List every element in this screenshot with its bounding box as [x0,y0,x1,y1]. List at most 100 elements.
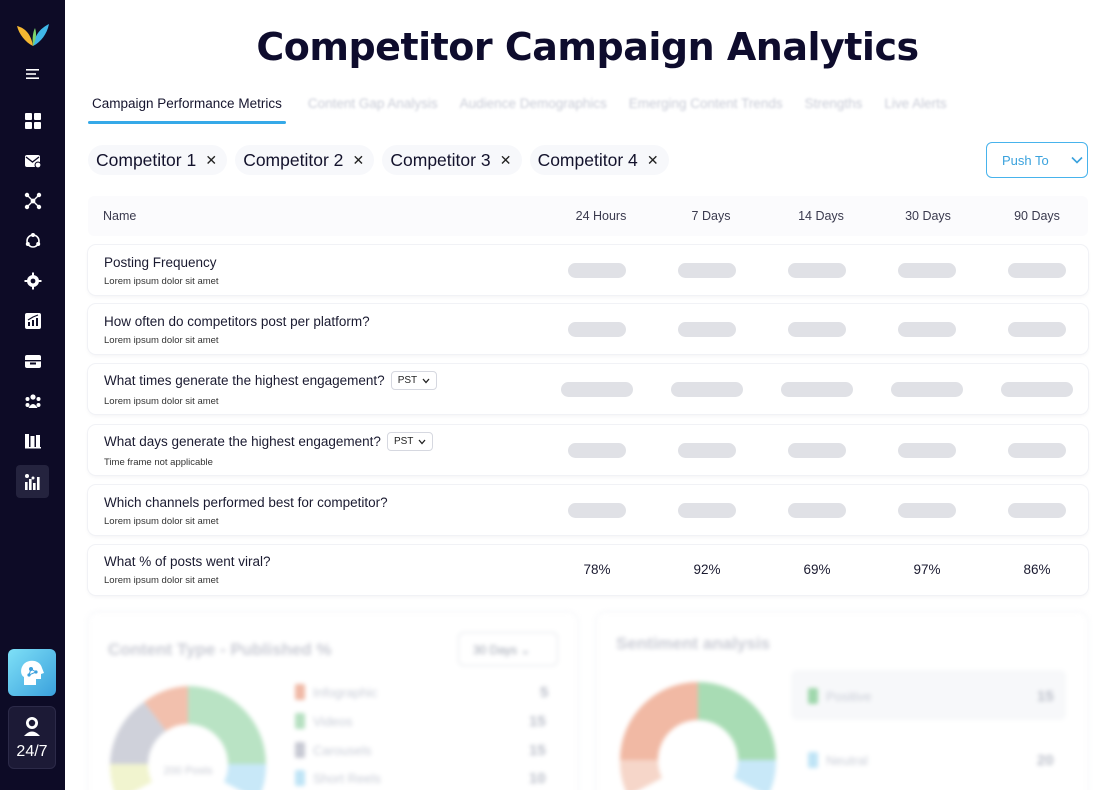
analytics-icon[interactable] [16,304,49,337]
table-row[interactable]: What days generate the highest engagemen… [88,425,1088,475]
page-title: Competitor Campaign Analytics [256,25,919,69]
row-subtitle: Lorem ipsum dolor sit amet [104,276,219,287]
ai-assistant-button[interactable] [8,649,56,696]
competitor-chip: Competitor 1 ✕ [88,145,228,175]
loading-placeholder [1008,322,1066,337]
archive-icon[interactable] [16,344,49,377]
row-title-text: How often do competitors post per platfo… [104,314,370,329]
support-button[interactable]: 24/7 [8,706,56,769]
close-icon[interactable]: ✕ [646,151,659,168]
row-title: What % of posts went viral? [104,554,271,569]
close-icon[interactable]: ✕ [352,151,365,168]
legend-label: Positive [826,688,872,704]
viral-percent-7-days: 92% [693,562,721,577]
tab-content-gap-analysis[interactable]: Content Gap Analysis [307,96,438,111]
loading-placeholder [788,322,846,337]
competitor-chip: Competitor 3 ✕ [382,145,522,175]
row-title: Which channels performed best for compet… [104,495,388,510]
legend-value: 15 [1037,688,1054,705]
legend-label: Videos [313,713,353,729]
content-type-panel: Content Type - Published % 30 Days ⌄ 200… [88,612,578,790]
legend-item: Short Reels [295,770,381,786]
table-row[interactable]: What % of posts went viral? Lorem ipsum … [88,545,1088,595]
team-icon[interactable] [16,384,49,417]
row-title-text: What times generate the highest engageme… [104,373,385,388]
legend-item: Carousels [295,742,372,758]
network-icon[interactable] [16,184,49,217]
loading-placeholder [898,503,956,518]
tab-emerging-content-trends[interactable]: Emerging Content Trends [628,96,783,111]
row-subtitle: Time frame not applicable [104,457,213,468]
row-title-text: What days generate the highest engagemen… [104,434,381,449]
loading-placeholder [898,263,956,278]
donut-center-label: 200 Posts [164,765,213,777]
legend-label: Neutral [826,752,868,768]
legend-value: 15 [529,713,546,730]
legend-item: Infographic [295,684,377,700]
legend-value: 5 [540,684,549,701]
loading-placeholder [671,382,743,397]
row-title-text: Posting Frequency [104,255,217,270]
loading-placeholder [568,322,626,337]
table-row[interactable]: Posting Frequency Lorem ipsum dolor sit … [88,245,1088,295]
tab-strengths[interactable]: Strengths [804,96,863,111]
row-title: What days generate the highest engagemen… [104,432,434,451]
timezone-select[interactable]: PST [390,371,438,390]
loading-placeholder [788,503,846,518]
loading-placeholder [678,503,736,518]
loading-placeholder [898,322,956,337]
loading-placeholder [568,443,626,458]
tab-audience-demographics[interactable]: Audience Demographics [459,96,607,111]
competitor-chip: Competitor 2 ✕ [235,145,375,175]
competitor-analytics-icon[interactable] [16,465,49,498]
competitor-chip-label: Competitor 3 [390,149,491,170]
push-to-label: Push To [1002,152,1049,168]
library-icon[interactable] [16,424,49,457]
legend-label: Carousels [313,742,372,758]
tab-campaign-performance-metrics[interactable]: Campaign Performance Metrics [88,93,286,127]
sentiment-donut [619,682,777,790]
menu-icon[interactable] [16,57,49,90]
row-subtitle: Lorem ipsum dolor sit amet [104,335,219,346]
column-header-30-days: 30 Days [905,209,951,223]
competitor-chips: Competitor 1 ✕ Competitor 2 ✕ Competitor… [88,145,669,175]
row-title: Posting Frequency [104,255,217,270]
range-value: 30 Days [473,643,518,657]
row-title: What times generate the highest engageme… [104,371,438,390]
timezone-select[interactable]: PST [386,432,434,451]
sentiment-panel: Sentiment analysis Positive 15 Neutral 2… [596,612,1088,790]
settings-icon[interactable] [16,264,49,297]
sidebar: 24/7 [0,0,65,790]
legend-label: Short Reels [313,770,381,786]
close-icon[interactable]: ✕ [205,151,218,168]
legend-item: Positive [808,688,872,704]
row-title: How often do competitors post per platfo… [104,314,370,329]
sync-icon[interactable] [16,224,49,257]
legend-item: Neutral [808,752,868,768]
inbox-icon[interactable] [16,144,49,177]
loading-placeholder [781,382,853,397]
viral-percent-30-days: 97% [913,562,941,577]
row-title-text: Which channels performed best for compet… [104,495,388,510]
table-row[interactable]: How often do competitors post per platfo… [88,304,1088,354]
table-row[interactable]: What times generate the highest engageme… [88,364,1088,414]
close-icon[interactable]: ✕ [499,151,512,168]
push-to-button[interactable]: Push To [986,142,1088,178]
brand-logo[interactable] [15,20,51,52]
support-agent-icon [24,716,40,736]
loading-placeholder [1008,503,1066,518]
loading-placeholder [678,322,736,337]
loading-placeholder [678,263,736,278]
legend-highlight [791,670,1066,720]
table-row[interactable]: Which channels performed best for compet… [88,485,1088,535]
range-select[interactable]: 30 Days ⌄ [458,632,558,666]
loading-placeholder [788,443,846,458]
viral-percent-24-hours: 78% [583,562,611,577]
tab-live-alerts[interactable]: Live Alerts [884,96,947,111]
dashboard-icon[interactable] [16,104,49,137]
chevron-down-icon [1071,156,1083,164]
loading-placeholder [1008,263,1066,278]
column-header-14-days: 14 Days [798,209,844,223]
loading-placeholder [891,382,963,397]
timezone-value: PST [397,375,418,386]
